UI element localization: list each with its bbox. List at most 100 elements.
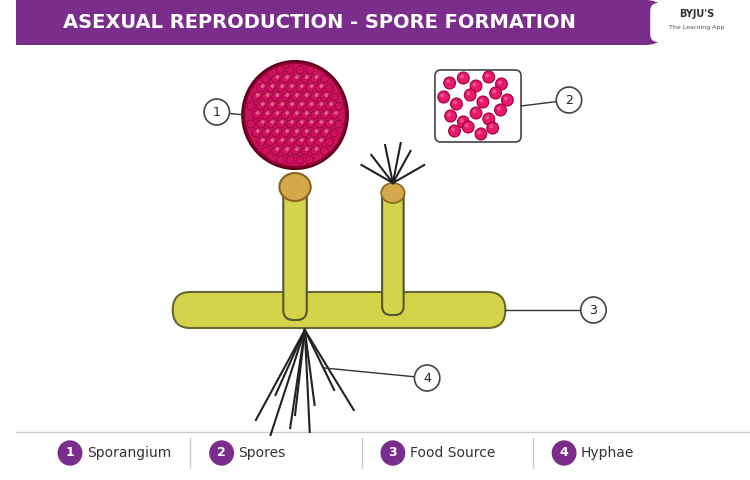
Circle shape <box>502 94 513 106</box>
Circle shape <box>285 93 290 97</box>
Circle shape <box>301 147 309 155</box>
Circle shape <box>300 138 304 142</box>
Circle shape <box>415 365 440 391</box>
Circle shape <box>466 92 471 96</box>
Circle shape <box>295 75 299 79</box>
Circle shape <box>277 120 284 128</box>
Circle shape <box>256 93 260 97</box>
Circle shape <box>277 156 284 164</box>
Circle shape <box>310 111 319 119</box>
Circle shape <box>460 119 464 122</box>
Circle shape <box>304 111 309 115</box>
Circle shape <box>448 125 460 137</box>
Circle shape <box>301 129 309 137</box>
Circle shape <box>306 120 314 128</box>
Circle shape <box>335 102 343 110</box>
Circle shape <box>316 120 323 128</box>
FancyBboxPatch shape <box>435 70 521 142</box>
Circle shape <box>475 128 487 140</box>
Circle shape <box>326 138 333 146</box>
Circle shape <box>478 131 482 134</box>
Circle shape <box>300 84 304 88</box>
Text: ASEXUAL REPRODUCTION - SPORE FORMATION: ASEXUAL REPRODUCTION - SPORE FORMATION <box>63 12 576 32</box>
Text: BYJU'S: BYJU'S <box>680 9 715 19</box>
Circle shape <box>210 441 233 465</box>
Circle shape <box>271 120 274 124</box>
Circle shape <box>552 441 576 465</box>
Circle shape <box>485 116 489 120</box>
Text: 3: 3 <box>388 446 398 459</box>
Circle shape <box>261 84 265 88</box>
Text: Hyphae: Hyphae <box>580 446 634 460</box>
Text: 2: 2 <box>217 446 226 459</box>
Circle shape <box>277 84 284 92</box>
Circle shape <box>286 138 294 146</box>
Circle shape <box>310 147 319 155</box>
Circle shape <box>316 102 323 110</box>
Circle shape <box>272 111 280 119</box>
Circle shape <box>438 91 450 103</box>
Circle shape <box>252 111 260 119</box>
Circle shape <box>257 102 265 110</box>
Circle shape <box>485 73 489 77</box>
Circle shape <box>262 129 269 137</box>
Circle shape <box>296 66 304 74</box>
Circle shape <box>281 111 290 119</box>
Text: 3: 3 <box>590 303 598 316</box>
Circle shape <box>462 121 474 133</box>
Circle shape <box>267 120 274 128</box>
Circle shape <box>472 109 476 113</box>
Circle shape <box>492 89 496 94</box>
Circle shape <box>271 138 274 142</box>
Circle shape <box>285 147 290 151</box>
Circle shape <box>286 84 294 92</box>
Circle shape <box>451 98 462 110</box>
Circle shape <box>296 102 304 110</box>
Circle shape <box>267 102 274 110</box>
Circle shape <box>556 87 582 113</box>
Circle shape <box>244 63 346 167</box>
Bar <box>16 0 622 45</box>
Circle shape <box>58 441 82 465</box>
Circle shape <box>320 102 323 106</box>
Circle shape <box>304 147 309 151</box>
Circle shape <box>444 77 455 89</box>
Circle shape <box>320 93 328 101</box>
Ellipse shape <box>381 183 404 203</box>
Circle shape <box>296 138 304 146</box>
FancyBboxPatch shape <box>16 0 667 45</box>
Circle shape <box>290 138 294 142</box>
Circle shape <box>275 93 280 97</box>
Circle shape <box>261 138 265 142</box>
Circle shape <box>290 84 294 88</box>
Circle shape <box>325 111 328 115</box>
Circle shape <box>320 129 328 137</box>
Circle shape <box>334 111 338 115</box>
Circle shape <box>316 84 323 92</box>
Circle shape <box>272 129 280 137</box>
Circle shape <box>447 112 451 117</box>
Circle shape <box>301 111 309 119</box>
Circle shape <box>314 75 319 79</box>
Text: Sporangium: Sporangium <box>87 446 171 460</box>
Circle shape <box>275 147 280 151</box>
Circle shape <box>257 138 265 146</box>
Circle shape <box>291 93 299 101</box>
Circle shape <box>306 156 314 164</box>
Circle shape <box>295 111 299 115</box>
Circle shape <box>335 120 343 128</box>
Circle shape <box>257 120 265 128</box>
Text: 1: 1 <box>213 106 220 119</box>
Circle shape <box>487 122 499 134</box>
Circle shape <box>329 102 333 106</box>
Circle shape <box>477 96 489 108</box>
Circle shape <box>286 102 294 110</box>
Circle shape <box>445 110 457 122</box>
Circle shape <box>301 93 309 101</box>
Circle shape <box>252 93 260 101</box>
Circle shape <box>300 102 304 106</box>
Circle shape <box>326 84 333 92</box>
Circle shape <box>310 93 319 101</box>
Circle shape <box>290 102 294 106</box>
Circle shape <box>291 111 299 119</box>
